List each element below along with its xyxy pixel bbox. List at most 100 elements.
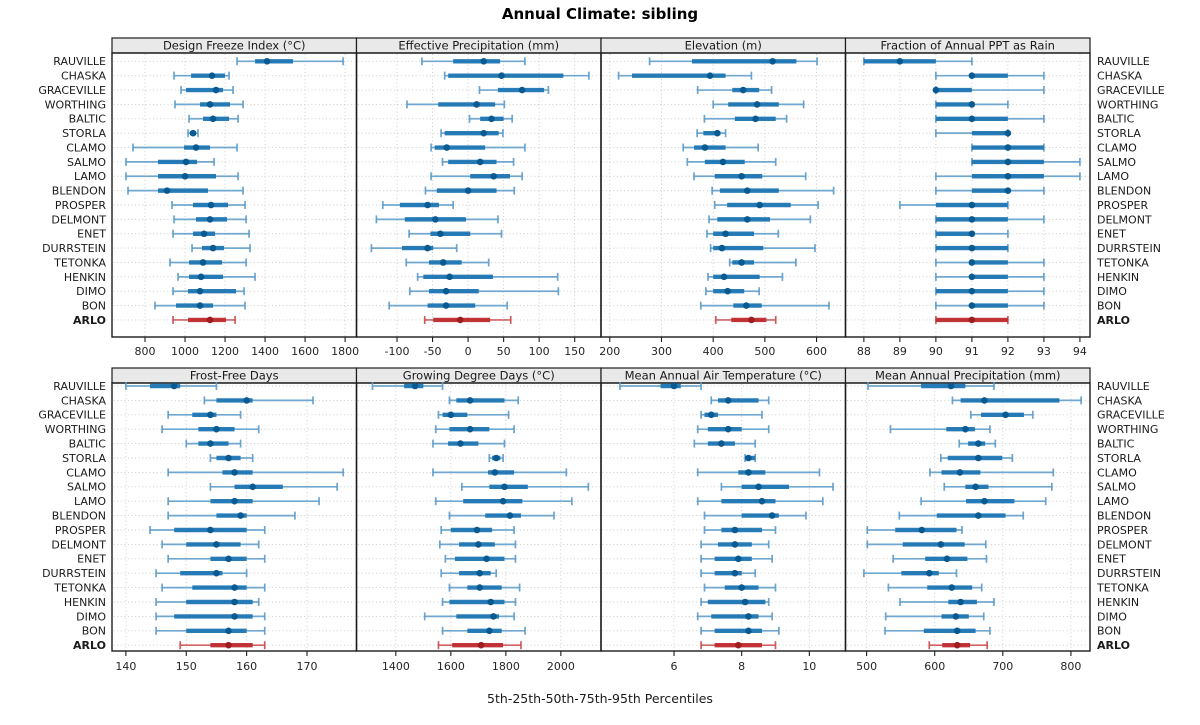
station-label-right: ENET [1097, 553, 1126, 566]
median-dot [918, 526, 926, 534]
median-dot [231, 469, 238, 476]
median-dot [207, 411, 214, 419]
station-label-left: HENKIN [64, 271, 106, 284]
axis-tick-label: 1600 [437, 660, 465, 673]
axis-tick-label: 89 [893, 345, 907, 358]
panel-title: Frost-Free Days [190, 368, 279, 382]
median-dot [437, 230, 444, 238]
station-label-left: WORTHING [45, 98, 106, 111]
panel-border [355, 52, 602, 338]
axis-tick-label: 400 [703, 345, 724, 358]
axis-tick-label: 91 [965, 345, 979, 358]
station-label-right: ARLO [1097, 639, 1130, 652]
station-label-left: DELMONT [51, 538, 106, 551]
station-label-left: PROSPER [55, 524, 107, 537]
median-dot [968, 273, 976, 281]
median-dot [962, 425, 969, 433]
median-dot [182, 158, 190, 166]
station-label-left: DIMO [76, 285, 106, 298]
station-label-right: PROSPER [1097, 199, 1149, 212]
median-dot [207, 201, 215, 209]
median-dot [196, 287, 204, 295]
median-dot [943, 555, 951, 563]
median-dot [181, 172, 189, 180]
median-dot [1004, 187, 1012, 194]
axis-tick-label: 6 [671, 660, 678, 673]
axis-tick-label: 150 [564, 345, 585, 358]
median-dot [768, 512, 776, 519]
axis-tick-label: 0 [465, 345, 472, 358]
station-label-left: WORTHING [45, 423, 106, 436]
station-label-left: GRACEVILLE [38, 409, 106, 422]
median-dot [947, 382, 955, 390]
axis-tick-label: 93 [1037, 345, 1051, 358]
median-dot [189, 129, 197, 137]
axis-tick-label: 2000 [547, 660, 575, 673]
axis-tick-label: 800 [135, 345, 156, 358]
axis-tick-label: 50 [497, 345, 511, 358]
station-label-right: DIMO [1097, 610, 1127, 623]
median-dot [196, 302, 204, 309]
station-label-right: ENET [1097, 228, 1126, 241]
station-label-left: BLENDON [52, 185, 106, 198]
median-dot [968, 287, 976, 295]
percentiles-caption: 5th-25th-50th-75th-95th Percentiles [487, 691, 713, 706]
median-dot [745, 627, 752, 635]
axis-tick-label: 600 [924, 660, 945, 673]
median-dot [743, 216, 751, 223]
station-label-right: RAUVILLE [1097, 55, 1150, 68]
median-dot [197, 273, 205, 281]
station-label-left: BON [82, 299, 106, 312]
median-dot [953, 641, 961, 649]
median-dot [206, 316, 214, 324]
median-dot [706, 72, 714, 79]
median-dot [206, 216, 214, 223]
axis-tick-label: -100 [385, 345, 410, 358]
median-dot [896, 58, 904, 65]
station-label-right: BALTIC [1097, 113, 1135, 126]
station-label-left: PROSPER [55, 199, 107, 212]
median-dot [490, 172, 497, 180]
median-dot [718, 244, 726, 252]
station-label-right: LAMO [1097, 170, 1129, 183]
axis-tick-label: 140 [115, 660, 136, 673]
median-dot [206, 101, 214, 108]
median-dot [741, 598, 749, 606]
median-dot [492, 454, 500, 462]
median-dot [439, 259, 447, 266]
median-dot [477, 641, 485, 649]
station-label-right: CHASKA [1097, 70, 1142, 83]
station-label-left: STORLA [62, 452, 106, 465]
median-dot [231, 598, 238, 606]
axis-tick-label: 300 [651, 345, 672, 358]
median-dot [488, 115, 495, 123]
median-dot [498, 72, 505, 79]
median-dot [738, 172, 745, 180]
median-dot [707, 411, 715, 419]
median-dot [213, 425, 220, 433]
station-label-right: WORTHING [1097, 423, 1158, 436]
station-label-right: ARLO [1097, 314, 1130, 327]
axis-tick-label: 90 [929, 345, 943, 358]
axis-tick-label: 94 [1073, 345, 1087, 358]
median-dot [975, 440, 982, 447]
station-label-left: SALMO [67, 156, 106, 169]
axis-tick-label: 500 [754, 345, 775, 358]
panel-title: Growing Degree Days (°C) [403, 368, 555, 382]
station-label-right: TETONKA [1096, 256, 1149, 269]
axis-tick-label: 160 [236, 660, 257, 673]
median-dot [720, 273, 728, 281]
median-dot [953, 627, 961, 635]
median-dot [456, 316, 464, 324]
median-dot [263, 58, 271, 65]
median-dot [968, 115, 976, 123]
median-dot [243, 397, 250, 404]
axis-tick-label: 200 [599, 345, 620, 358]
median-dot [975, 512, 982, 519]
median-dot [170, 382, 178, 390]
station-label-right: LAMO [1097, 495, 1129, 508]
median-dot [442, 287, 450, 295]
station-label-right: PROSPER [1097, 524, 1149, 537]
panel-title: Fraction of Annual PPT as Rain [881, 38, 1055, 52]
